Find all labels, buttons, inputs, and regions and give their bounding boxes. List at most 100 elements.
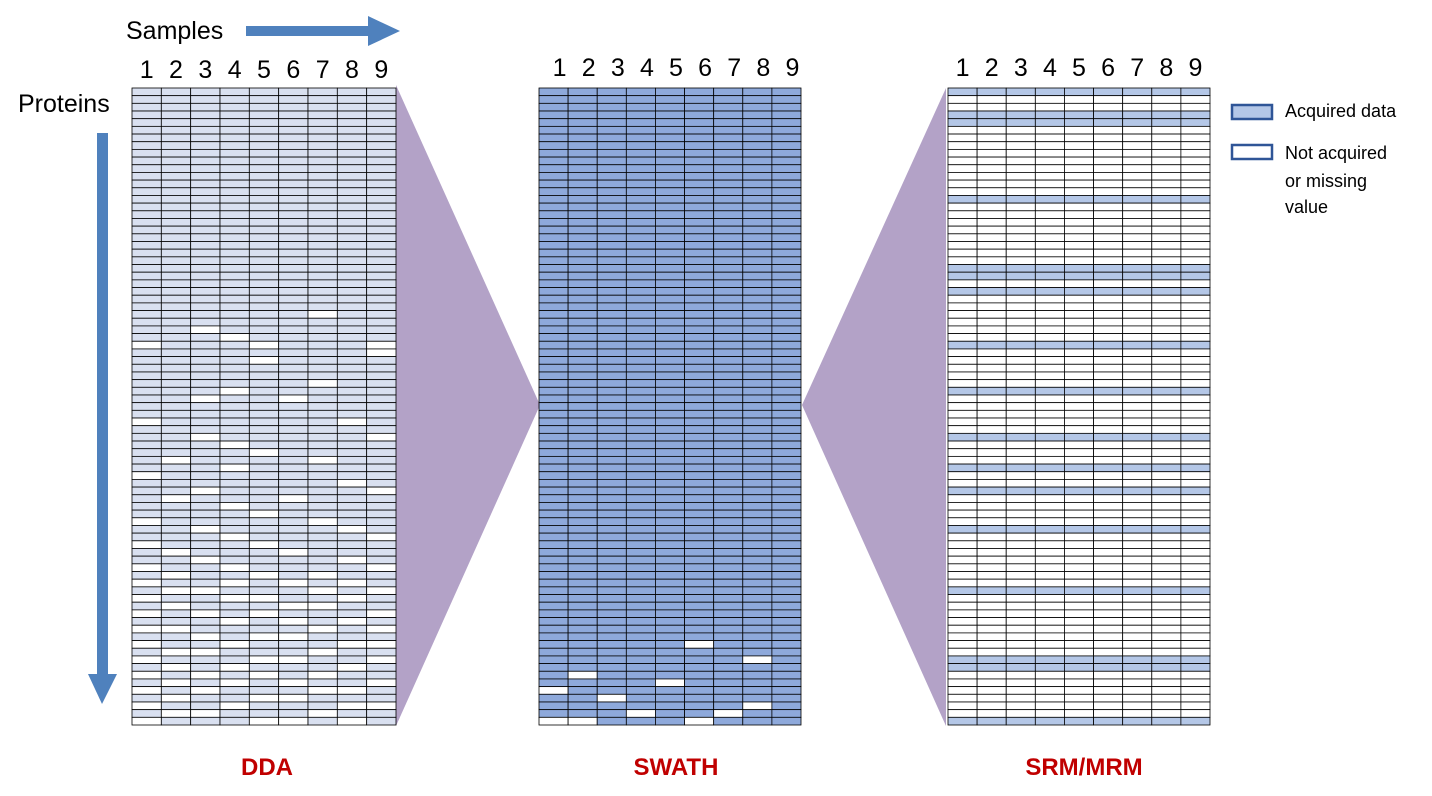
srm-cell — [1093, 102, 1124, 112]
swath-cell — [655, 172, 685, 181]
swath-cell — [596, 670, 627, 680]
swath-cell — [655, 248, 685, 258]
swath-cell — [742, 548, 773, 557]
dda-cell — [160, 218, 192, 227]
swath-cell — [596, 555, 627, 565]
swath-cell — [742, 540, 773, 549]
swath-cell — [655, 325, 685, 334]
dda-cell — [278, 632, 309, 641]
dda-cell — [336, 233, 368, 242]
dda-cell — [278, 494, 309, 503]
srm-cell — [1064, 340, 1094, 350]
srm-cell — [1122, 594, 1153, 603]
dda-cell — [248, 195, 280, 204]
swath-cell — [625, 640, 656, 649]
srm-cell — [1034, 709, 1065, 718]
srm-cell — [1034, 486, 1065, 496]
srm-cell — [1064, 548, 1094, 557]
dda-cell — [248, 640, 280, 649]
swath-cell — [684, 264, 715, 273]
swath-cell — [771, 655, 802, 664]
srm-cell — [1064, 102, 1094, 112]
dda-cell — [307, 448, 338, 457]
srm-cell — [976, 624, 1007, 634]
srm-grid — [947, 87, 1211, 726]
swath-cell — [625, 348, 656, 358]
swath-cell — [742, 601, 773, 611]
srm-cell — [1034, 555, 1065, 565]
swath-cell — [742, 525, 773, 534]
swath-cell — [742, 432, 773, 442]
srm-cell — [1064, 693, 1094, 703]
swath-cell — [596, 218, 627, 227]
dda-cell — [190, 110, 221, 120]
dda-cell — [336, 302, 368, 311]
dda-cell — [190, 102, 221, 112]
dda-cell — [219, 133, 250, 143]
method-label-dda: DDA — [241, 754, 293, 781]
swath-cell — [655, 655, 685, 664]
swath-cell — [684, 125, 715, 135]
srm-cell — [976, 647, 1007, 657]
dda-cell — [278, 386, 309, 396]
swath-cell — [713, 471, 744, 480]
srm-cell — [1064, 195, 1094, 204]
dda-cell — [336, 202, 368, 212]
srm-cell — [1151, 517, 1182, 526]
dda-cell — [307, 563, 338, 572]
srm-cell — [1034, 386, 1065, 396]
swath-grid — [538, 87, 802, 726]
dda-cell — [248, 494, 280, 503]
srm-cell — [947, 425, 978, 434]
swath-cell — [684, 187, 715, 196]
srm-cell — [976, 686, 1007, 695]
dda-cell — [248, 102, 280, 112]
swath-cell — [538, 310, 569, 319]
dda-cell — [219, 440, 250, 450]
dda-cell — [219, 87, 250, 97]
swath-cell — [742, 356, 773, 365]
swath-cell — [538, 218, 569, 227]
srm-cell — [1122, 486, 1153, 496]
dda-cell — [248, 271, 280, 281]
dda-cell — [336, 479, 368, 488]
srm-cell — [1034, 532, 1065, 542]
dda-cell — [160, 440, 192, 450]
srm-cell — [1034, 563, 1065, 572]
srm-cell — [1180, 148, 1211, 158]
swath-cell — [567, 302, 598, 311]
swath-cell — [684, 440, 715, 450]
sample-number: 6 — [698, 54, 712, 82]
srm-cell — [1093, 617, 1124, 626]
srm-cell — [1151, 716, 1182, 726]
srm-cell — [1151, 125, 1182, 135]
dda-cell — [190, 241, 221, 250]
swath-cell — [596, 125, 627, 135]
dda-cell — [307, 294, 338, 304]
dda-cell — [278, 532, 309, 542]
swath-cell — [567, 471, 598, 480]
dda-cell — [336, 386, 368, 396]
srm-cell — [976, 348, 1007, 358]
srm-cell — [1180, 141, 1211, 150]
dda-cell — [307, 586, 338, 595]
srm-cell — [947, 455, 978, 465]
dda-cell — [160, 709, 192, 718]
dda-cell — [278, 409, 309, 419]
dda-cell — [190, 502, 221, 511]
dda-cell — [307, 409, 338, 419]
dda-cell — [307, 333, 338, 342]
swath-cell — [742, 125, 773, 135]
swath-cell — [538, 601, 569, 611]
swath-cell — [567, 102, 598, 112]
swath-cell — [538, 348, 569, 358]
srm-cell — [1180, 363, 1211, 373]
swath-cell — [567, 540, 598, 549]
dda-cell — [190, 179, 221, 189]
srm-cell — [1151, 156, 1182, 166]
swath-cell — [655, 386, 685, 396]
srm-cell — [1034, 118, 1065, 127]
swath-cell — [742, 716, 773, 726]
swath-cell — [713, 294, 744, 304]
dda-cell — [160, 241, 192, 250]
